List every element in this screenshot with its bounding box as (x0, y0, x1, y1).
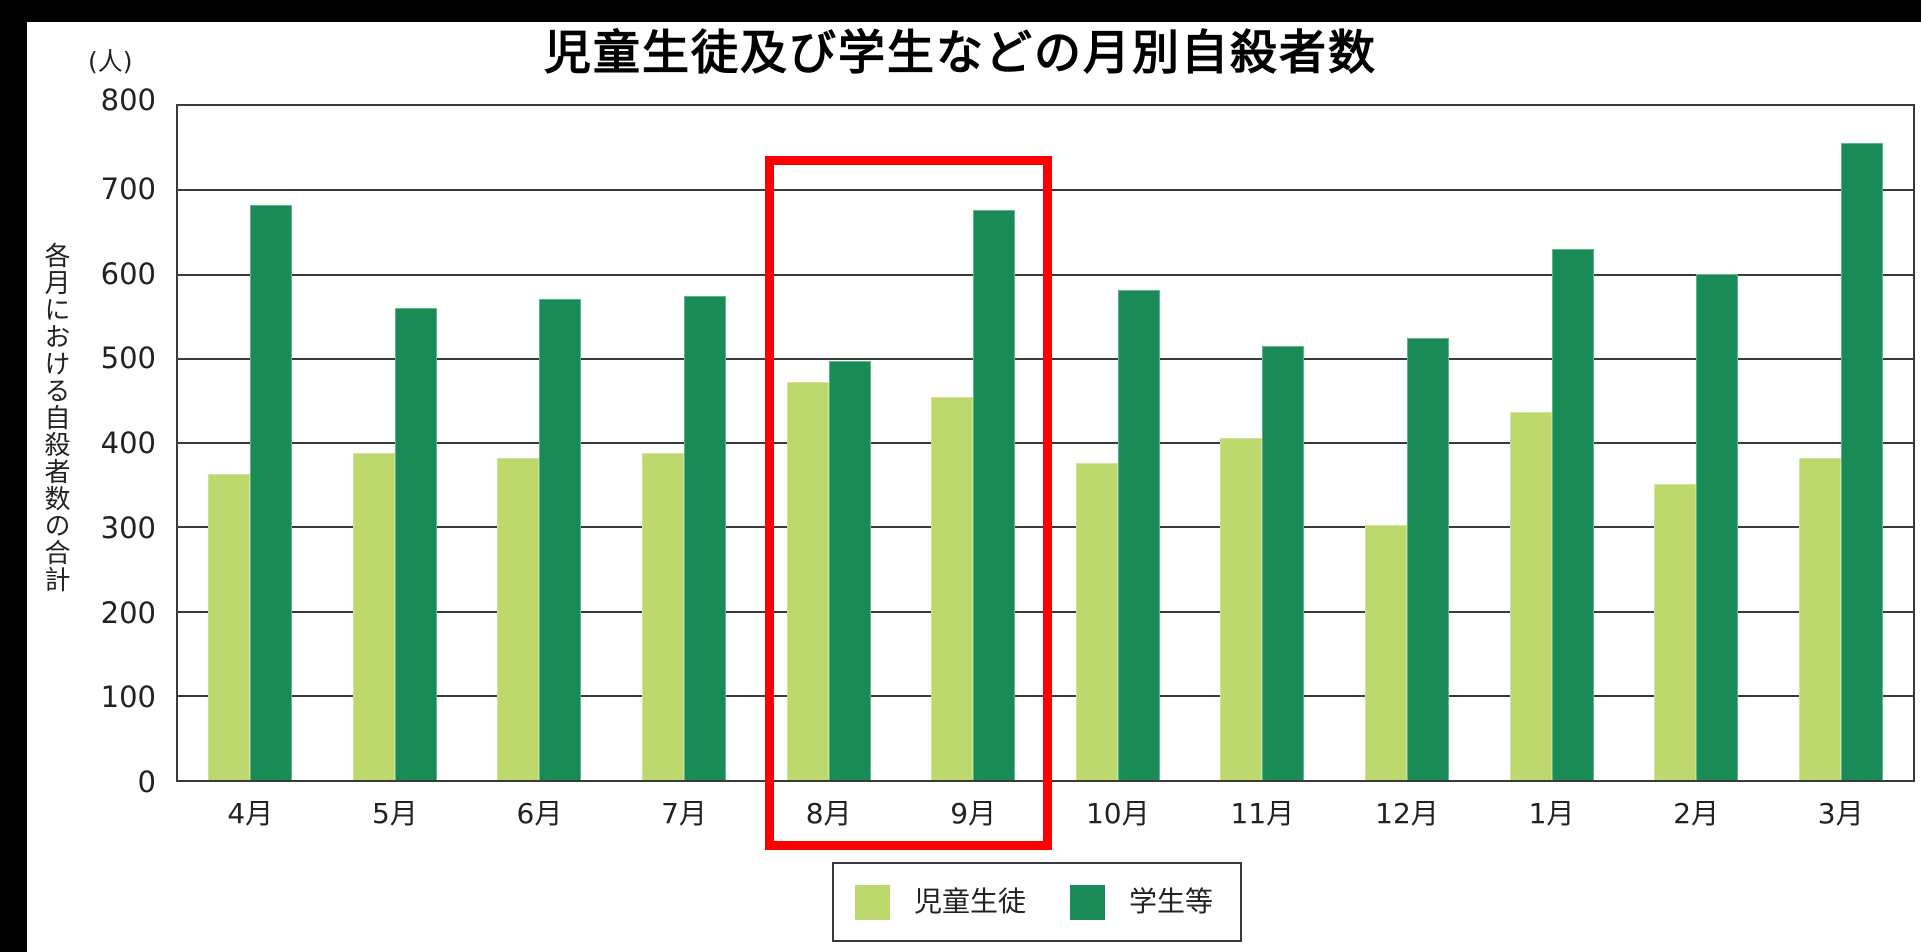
y-tick-300: 300 (100, 511, 156, 545)
y-tick-0: 0 (137, 765, 156, 799)
x-tick-label: 4月 (227, 797, 274, 830)
x-tick-label: 6月 (516, 797, 563, 830)
x-tick-label: 2月 (1673, 797, 1720, 830)
bar-students-11 (1696, 273, 1739, 780)
bar-children-10 (1509, 411, 1552, 780)
x-tick-label: 7月 (661, 797, 707, 830)
bar-children-2 (352, 453, 395, 780)
bar-students-2 (394, 308, 437, 780)
bar-children-7 (1075, 463, 1118, 780)
y-tick-200: 200 (100, 596, 156, 630)
x-tick-label: 12月 (1375, 797, 1439, 830)
bar-students-6 (973, 210, 1016, 780)
bar-students-4 (684, 296, 727, 780)
highlight-box-aug-sep (765, 156, 1052, 850)
x-tick-label: 3月 (1817, 797, 1864, 830)
y-tick-100: 100 (100, 680, 156, 714)
bar-children-6 (931, 396, 974, 780)
legend-swatch-light-green (855, 884, 890, 920)
bar-students-3 (539, 298, 582, 780)
legend: 児童生徒 学生等 (832, 862, 1242, 942)
y-tick-500: 500 (100, 341, 156, 375)
x-tick-label: 9月 (950, 797, 997, 830)
bar-children-4 (642, 453, 685, 780)
x-tick-label: 5月 (371, 797, 418, 830)
y-axis-unit: (人) (88, 47, 133, 76)
y-tick-800: 800 (100, 83, 156, 117)
x-tick-label: 11月 (1230, 797, 1295, 830)
bar-students-12 (1840, 143, 1883, 780)
bar-students-10 (1551, 249, 1594, 780)
y-axis-label: 各月における自殺者数の合計 (40, 242, 70, 593)
legend-label-students: 学生等 (1129, 885, 1214, 918)
legend-swatch-dark-green (1070, 884, 1105, 920)
legend-label-children: 児童生徒 (914, 885, 1027, 918)
chart-title: 児童生徒及び学生などの月別自殺者数 (544, 26, 1377, 81)
bar-students-7 (1117, 289, 1160, 780)
legend-item-children: 児童生徒 (855, 884, 1026, 920)
y-tick-700: 700 (100, 172, 156, 206)
x-tick-label: 8月 (805, 797, 852, 830)
bar-students-8 (1262, 346, 1305, 780)
bar-children-12 (1798, 458, 1841, 780)
bar-students-1 (250, 205, 293, 780)
bar-children-8 (1220, 437, 1263, 780)
legend-item-students: 学生等 (1070, 884, 1213, 920)
x-tick-label: 10月 (1085, 797, 1150, 830)
bar-children-9 (1364, 524, 1407, 780)
bar-children-11 (1654, 484, 1697, 780)
bar-children-1 (208, 474, 251, 780)
bar-children-3 (497, 458, 540, 780)
y-tick-400: 400 (100, 426, 156, 460)
bar-children-5 (786, 382, 829, 780)
bar-students-9 (1406, 337, 1449, 780)
bar-students-5 (828, 361, 871, 780)
y-tick-600: 600 (100, 257, 156, 291)
x-tick-label: 1月 (1528, 797, 1575, 830)
